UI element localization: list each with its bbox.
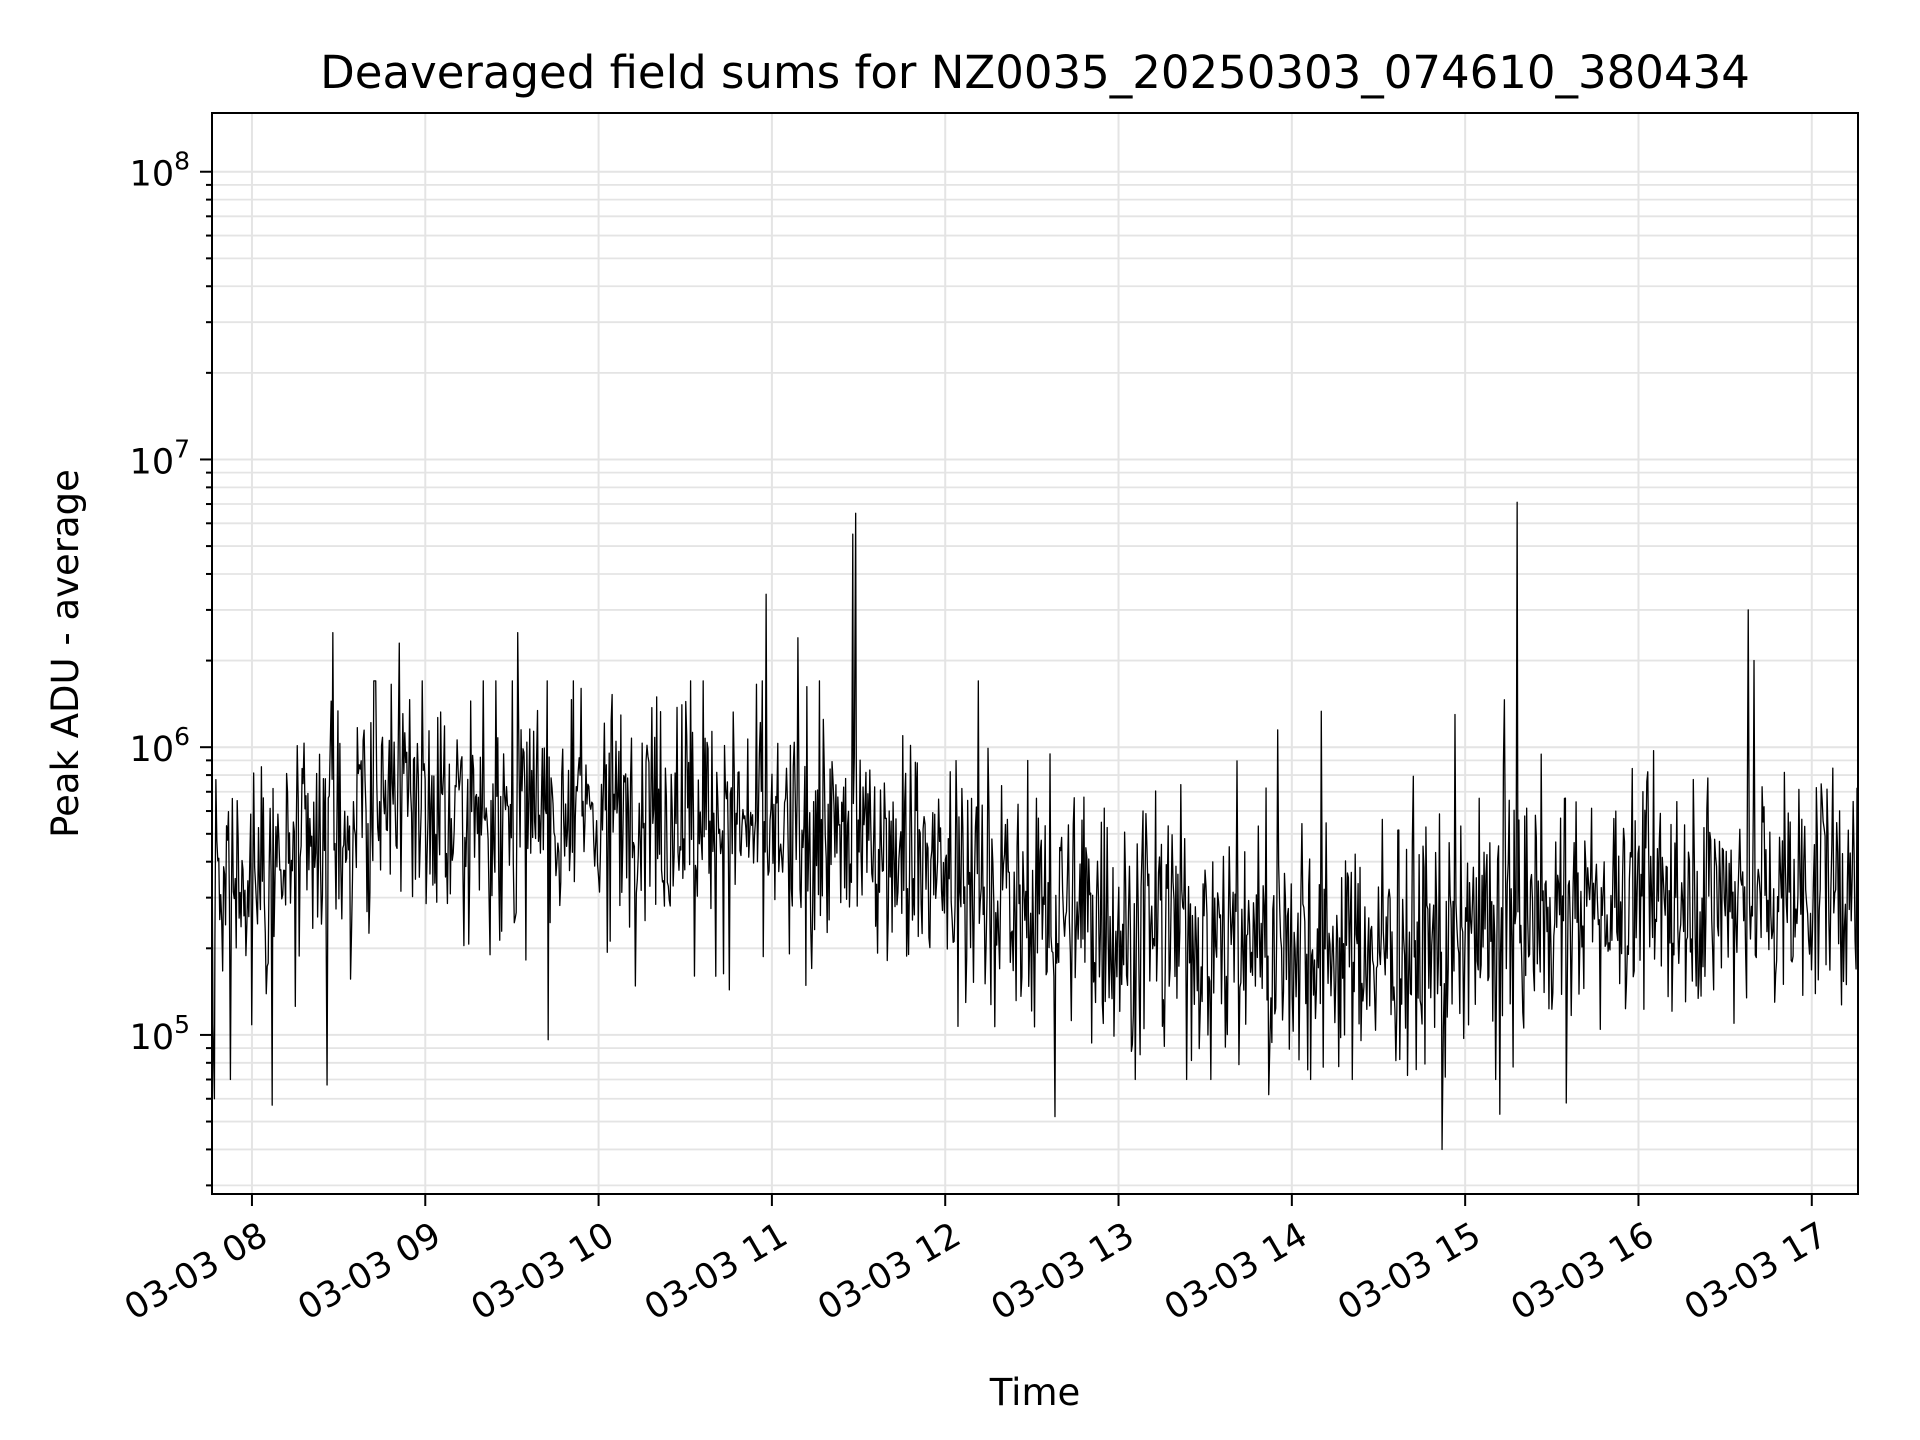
x-tick-label: 03-03 10	[465, 1215, 621, 1328]
x-tick-label: 03-03 09	[291, 1215, 447, 1328]
series-line	[211, 501, 1859, 1151]
grid-lines	[212, 113, 1858, 1194]
chart-title: Deaveraged field sums for NZ0035_2025030…	[320, 46, 1750, 99]
x-tick-label: 03-03 11	[638, 1215, 794, 1328]
x-tick-label: 03-03 16	[1505, 1215, 1661, 1328]
data-line	[211, 501, 1859, 1151]
y-axis: 105 106 107 108	[130, 147, 212, 1187]
x-axis: 03-03 08 03-03 09 03-03 10 03-03 11 03-03 12…	[118, 1194, 1834, 1328]
x-axis-label: Time	[989, 1371, 1081, 1414]
x-tick-label: 03-03 12	[811, 1215, 967, 1328]
plot-frame	[211, 112, 1859, 1195]
x-tick-label: 03-03 14	[1158, 1215, 1314, 1328]
y-tick-label: 108	[130, 147, 190, 195]
y-axis-label: Peak ADU - average	[44, 469, 87, 838]
x-tick-label: 03-03 08	[118, 1215, 274, 1328]
x-tick-label: 03-03 15	[1331, 1215, 1487, 1328]
y-tick-label: 105	[130, 1010, 190, 1058]
x-tick-label: 03-03 17	[1678, 1215, 1834, 1328]
y-tick-label: 106	[130, 722, 190, 770]
x-tick-label: 03-03 13	[985, 1215, 1141, 1328]
y-tick-label: 107	[130, 434, 190, 482]
